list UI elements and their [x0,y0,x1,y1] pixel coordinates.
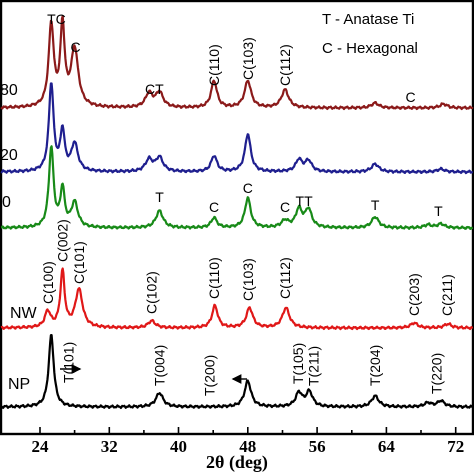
peak-label: C(100) [40,261,56,304]
series-line-nw [0,267,474,331]
series-label-0: 0 [2,194,11,211]
peak-label: C(110) [206,44,222,86]
plot-frame [0,0,474,436]
peak-label: C(110) [206,257,222,299]
peak-label: C(103) [240,37,256,80]
peak-label: T [434,203,443,219]
peak-label: C(002) [55,219,71,262]
peak-label: C [406,89,416,105]
peak-label: T(220) [429,353,445,394]
peak-label: T(004) [152,345,168,386]
peak-label: T(200) [202,355,218,396]
peak-label: C(101) [71,241,87,284]
x-tick-label: 48 [239,437,256,456]
legend-item-hexagonal: C - Hexagonal [322,40,418,57]
series-layer [0,15,474,409]
series-line-80 [0,15,474,111]
x-axis: 24 32 40 48 56 64 72 [32,427,464,456]
peak-label: T(101) [61,342,77,383]
peak-label: C [209,199,219,215]
peak-label: TT [296,193,314,209]
peak-label: T(105) [290,343,306,384]
peak-label: C [280,199,290,215]
series-line-np [0,334,474,409]
peak-label: TC [47,11,66,27]
peak-label: CT [145,81,164,97]
legend-item-anatase: T - Anatase Ti [322,11,414,28]
peak-label: C(211) [439,274,455,316]
peak-label: C(102) [144,271,160,314]
peak-label: T [155,189,164,205]
peak-label: C(103) [240,258,256,301]
series-label-np: NP [8,376,30,393]
x-tick-label: 64 [378,437,396,456]
x-tick-label: 56 [309,437,326,456]
x-tick-label: 40 [170,437,187,456]
series-label-20: 20 [0,147,18,164]
peak-label: C(203) [406,273,422,316]
x-tick-label: 24 [32,437,50,456]
series-line-0 [0,145,474,230]
x-tick-label: 72 [447,437,464,456]
x-axis-title: 2θ (deg) [206,452,268,473]
peak-label: C(112) [277,257,293,299]
x-tick-label: 32 [101,437,118,456]
peak-label: C [243,180,253,196]
peak-label: T(211) [306,346,322,386]
peak-label: T(204) [367,345,383,386]
series-label-nw: NW [10,305,38,322]
series-line-20 [0,82,474,175]
peak-label: C(112) [277,44,293,86]
peak-label: C [70,39,80,55]
series-label-80: 80 [0,82,18,99]
peak-label: T [371,197,380,213]
